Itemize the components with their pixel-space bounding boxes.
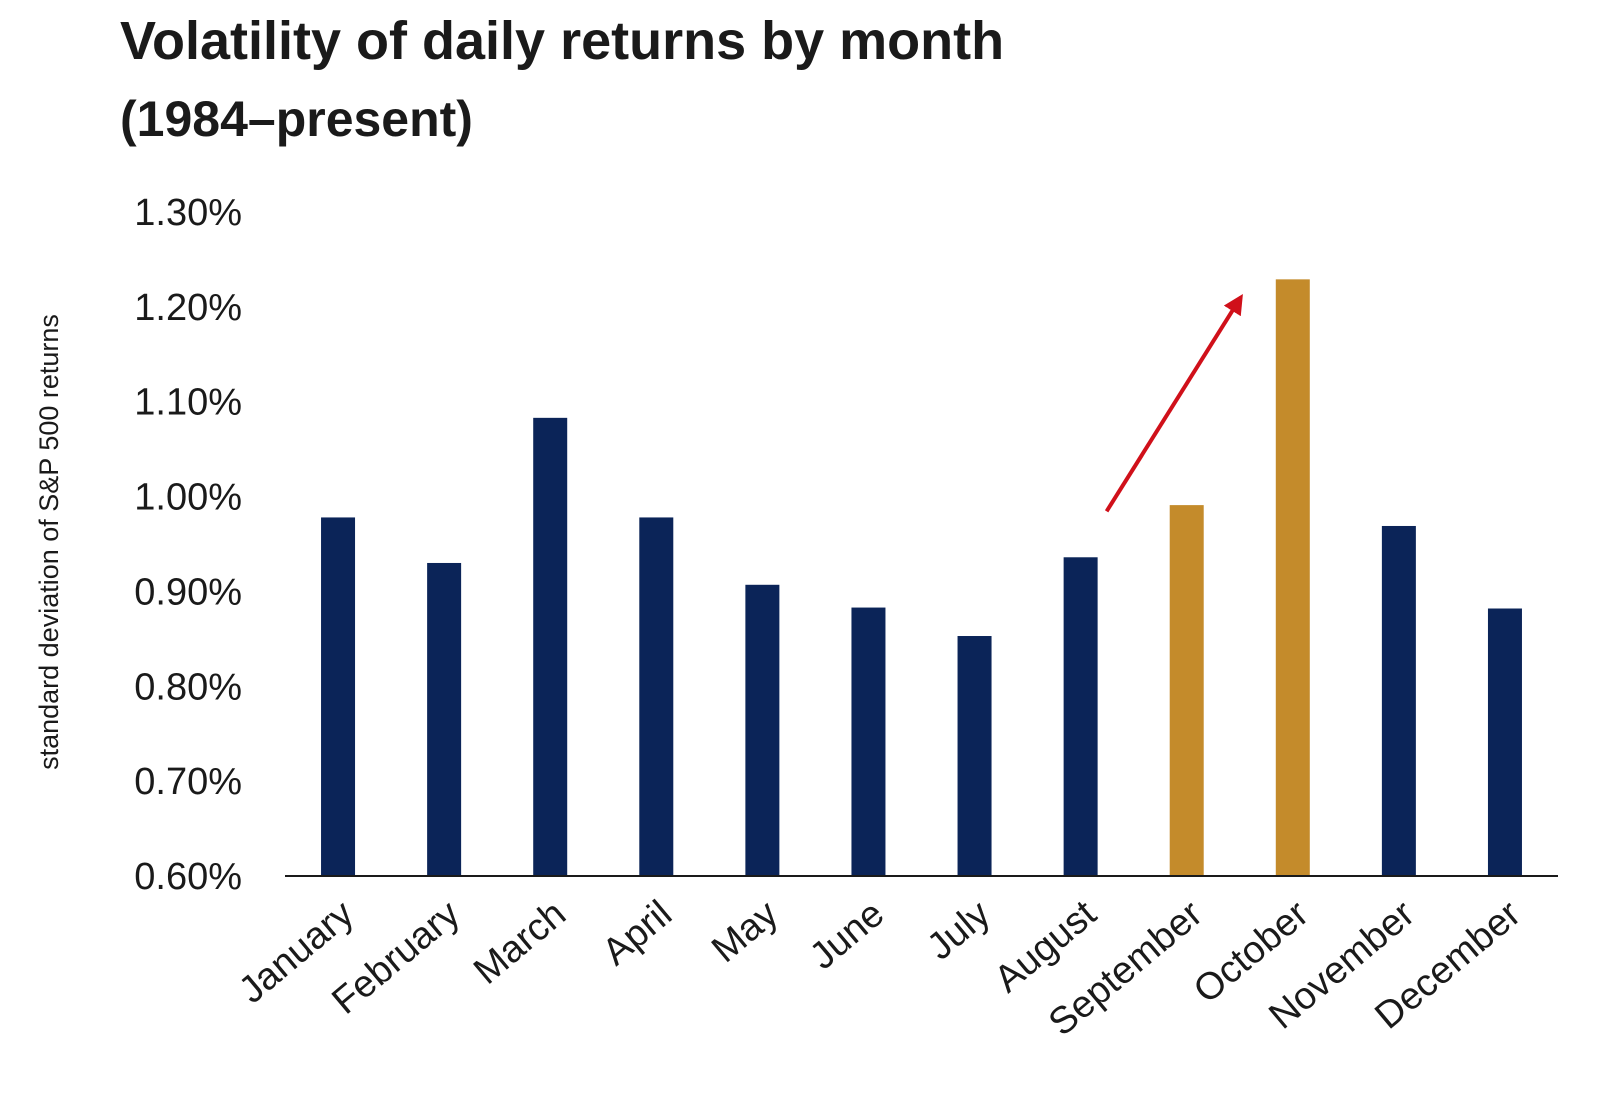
x-tick-label-june: June	[802, 893, 892, 978]
bar-june	[851, 607, 886, 876]
y-tick-label: 0.90%	[134, 571, 242, 613]
y-tick-label: 1.00%	[134, 477, 242, 519]
bar-july	[957, 636, 992, 876]
bar-april	[639, 517, 674, 876]
bar-october	[1275, 279, 1310, 876]
bar-september	[1169, 505, 1204, 876]
bars	[321, 279, 1522, 876]
chart-title: Volatility of daily returns by month	[120, 11, 1005, 71]
trend-arrow	[1104, 293, 1243, 513]
bar-march	[533, 417, 568, 876]
x-tick-label-july: July	[920, 893, 999, 969]
chart-subtitle: (1984–present)	[120, 91, 473, 147]
y-tick-label: 1.20%	[134, 287, 242, 329]
y-tick-label: 0.80%	[134, 666, 242, 708]
bar-november	[1381, 525, 1416, 876]
bar-may	[745, 584, 780, 876]
y-tick-label: 0.70%	[134, 761, 242, 803]
x-tick-label-april: April	[595, 893, 680, 974]
y-axis-title: standard deviation of S&P 500 returns	[34, 314, 64, 770]
y-tick-label: 0.60%	[134, 856, 242, 898]
bar-december	[1487, 608, 1522, 876]
bar-january	[321, 517, 356, 876]
x-tick-label-may: May	[704, 893, 786, 971]
bar-august	[1063, 557, 1098, 876]
y-tick-label: 1.10%	[134, 382, 242, 424]
y-tick-label: 1.30%	[134, 192, 242, 234]
y-axis-ticks: 0.60% 0.70% 0.80% 0.90% 1.00% 1.10% 1.20% 1.30%	[134, 192, 242, 898]
bar-february	[427, 562, 462, 876]
x-tick-label-march: March	[466, 893, 574, 993]
